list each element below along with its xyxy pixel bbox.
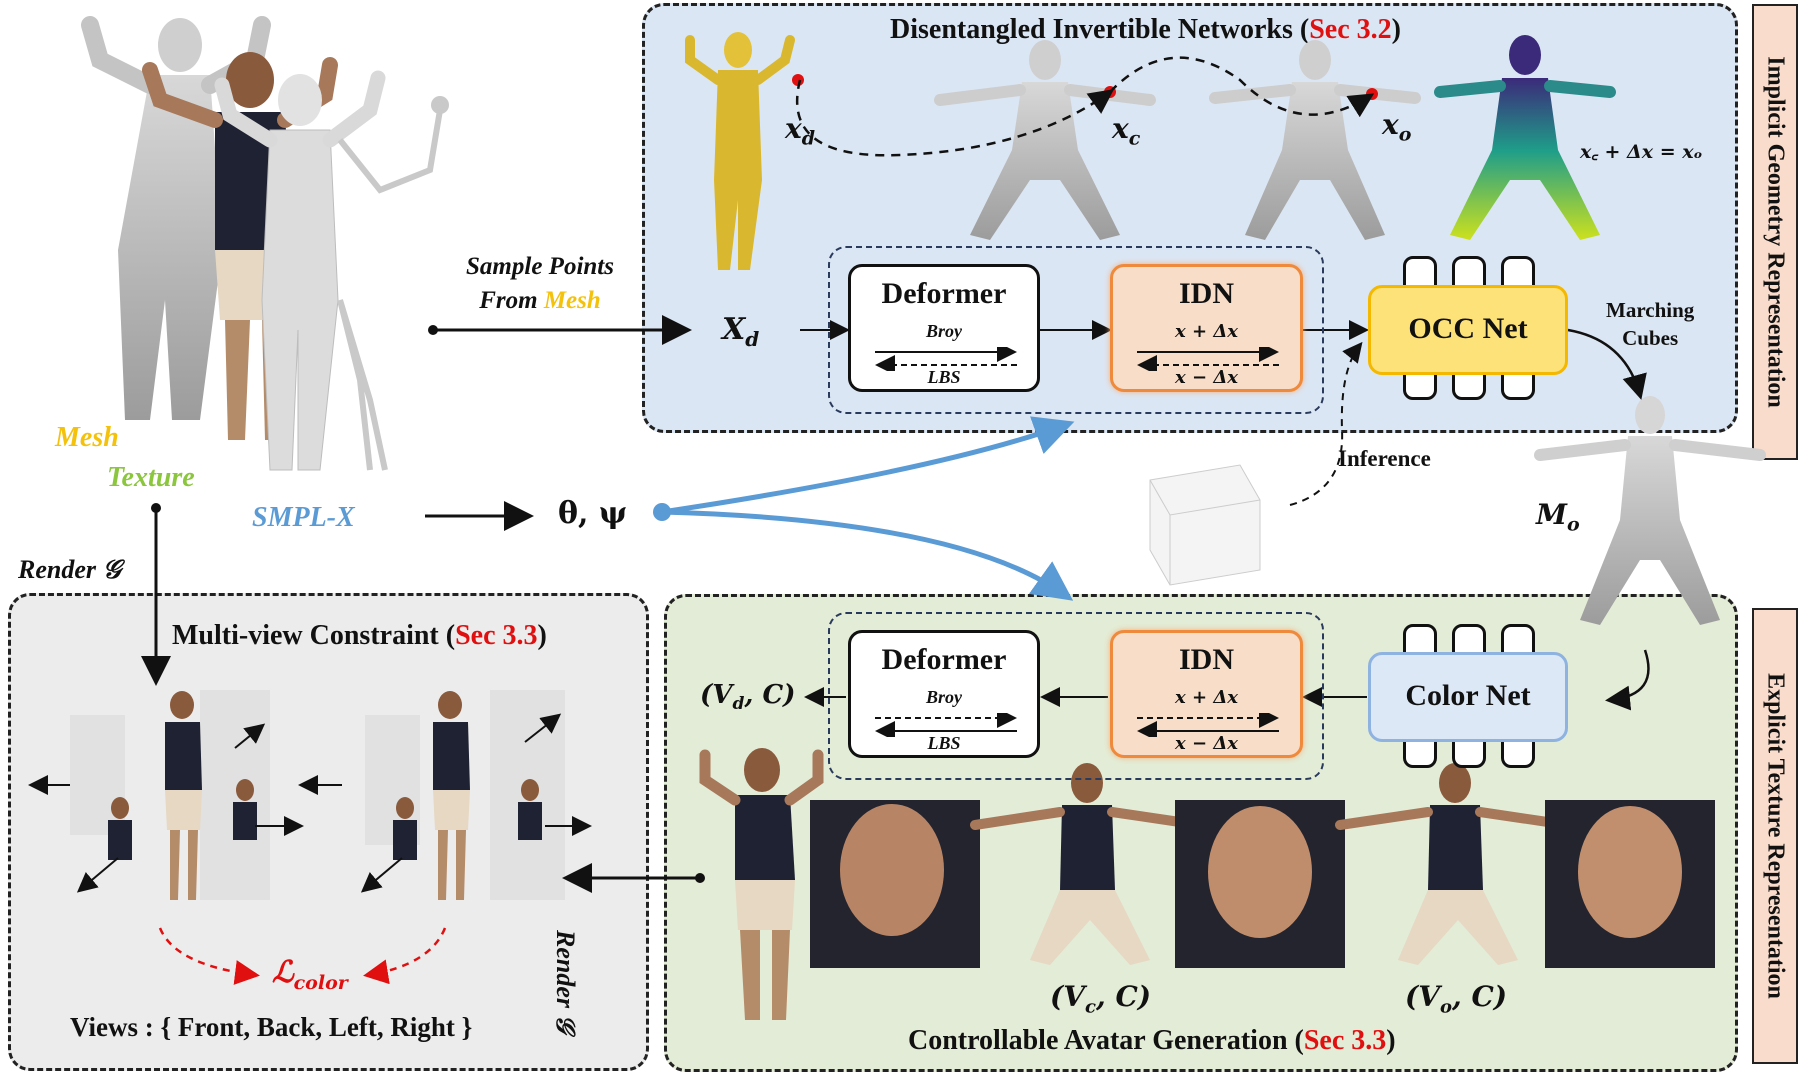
top-idn-title: IDN [1178,277,1234,310]
top-deformer-arrows [873,342,1019,375]
output-mesh-figure [1534,396,1766,625]
sample-points-line1: Sample Points [466,253,614,280]
multiview-panel-title: Multi-view Constraint (Sec 3.3) [172,620,547,651]
bottom-deformer-arrows [873,708,1019,741]
bottom-deformer-bwd-label: LBS [927,733,961,753]
texture-label: Texture [107,462,195,493]
observation-body-figure [1209,40,1421,240]
inference-label: Inference [1338,446,1431,471]
bottom-deformer-fwd-label: Broy [926,687,962,707]
top-deformer-fwd-label: Broy [926,321,962,341]
top-deformer-box: Deformer Broy LBS [848,264,1040,392]
L-color-label: ℒcolor [272,955,348,994]
invertible-panel-title: Disentangled Invertible Networks (Sec 3.… [890,14,1401,45]
sample-points-label: Sample Points From Mesh [440,250,640,318]
x-o-label: xo [1382,108,1412,146]
top-deformer-title: Deformer [881,277,1007,310]
Vd-C-label: (Vd, C) [700,680,796,715]
bottom-idn-bwd-label: x − Δx [1174,733,1239,754]
top-idn-arrows [1135,342,1281,375]
smplx-label: SMPL-X [252,502,355,533]
Vc-C-label: (Vc, C) [1050,980,1151,1018]
M-o-label: Mo [1536,498,1580,536]
bottom-idn-box: IDN x + Δx x − Δx [1110,630,1303,758]
X-d-label: Xd [722,312,760,351]
mesh-label: Mesh [55,422,119,453]
bottom-idn-fwd-label: x + Δx [1174,687,1239,708]
implicit-geometry-tab: Implicit Geometry Representation [1752,4,1798,460]
bottom-idn-title: IDN [1178,643,1234,676]
color-net-title: Color Net [1405,679,1531,712]
displacement-equation: x꜀ + Δx = xₒ [1580,141,1703,163]
occ-net-title: OCC Net [1408,312,1528,345]
render-bottom-label: Render 𝒢 [551,930,580,1034]
render-left-label: Render 𝒢 [18,555,122,584]
multiview-render-set-2 [365,690,565,900]
theta-psi-label: θ, ψ [558,496,628,531]
top-idn-box: IDN x + Δx x − Δx [1110,264,1303,392]
deformed-point-cloud-figure [685,32,804,270]
color-net-box: Color Net [1368,652,1568,742]
marching-cubes-label: Marching Cubes [1606,298,1695,350]
top-idn-bwd-label: x − Δx [1174,367,1239,388]
x-d-label: xd [785,112,815,150]
x-c-label: xc [1112,112,1141,150]
displacement-heatmap-figure [1434,35,1616,240]
top-deformer-idn-group [828,246,1324,414]
bottom-deformer-box: Deformer Broy LBS [848,630,1040,758]
bottom-idn-arrows [1135,708,1281,741]
sample-points-line2: From Mesh [479,287,601,314]
query-grid-cube [1149,464,1261,586]
top-deformer-bwd-label: LBS [927,367,961,387]
multiview-render-set-1 [70,690,270,900]
avatar-panel-title: Controllable Avatar Generation (Sec 3.3) [908,1025,1396,1056]
bottom-deformer-title: Deformer [881,643,1007,676]
avatar-jumping-figure [699,748,824,1020]
input-mesh-figure [81,16,271,420]
occ-net-box: OCC Net [1368,285,1568,375]
avatar-observation-figure [1335,763,1573,965]
Vo-C-label: (Vo, C) [1405,980,1508,1018]
bottom-deformer-idn-group [828,612,1324,780]
explicit-texture-tab: Explicit Texture Representation [1752,608,1798,1064]
input-smplx-figure [214,70,449,471]
views-line: Views : { Front, Back, Left, Right } [70,1012,473,1042]
top-idn-fwd-label: x + Δx [1174,321,1239,342]
avatar-canonical-figure [970,763,1205,965]
